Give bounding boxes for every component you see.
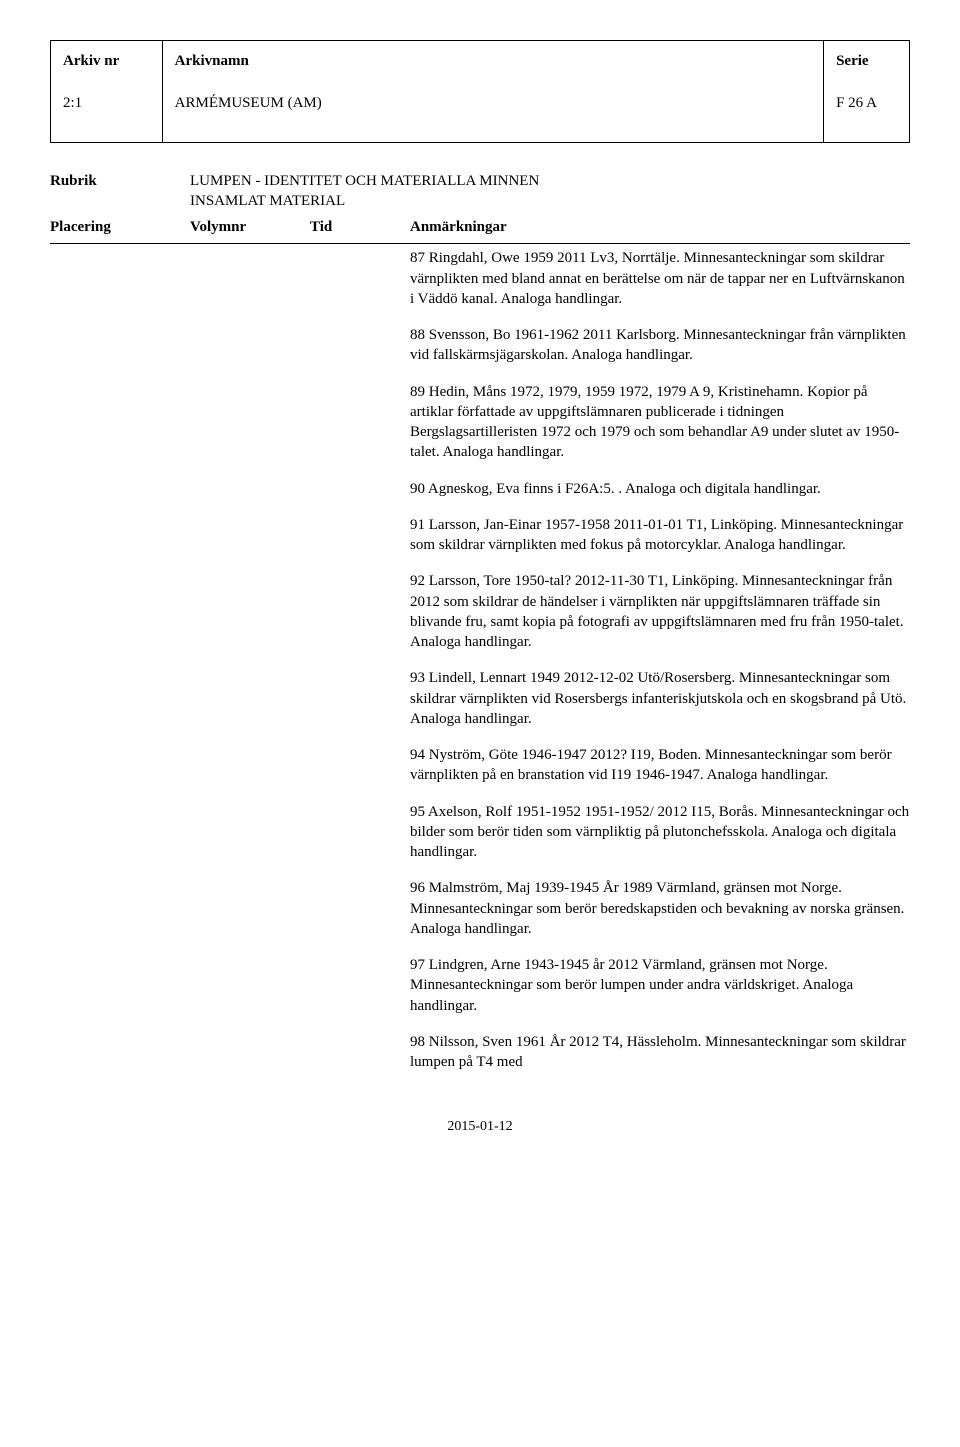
- content-wrap: 87 Ringdahl, Owe 1959 2011 Lv3, Norrtälj…: [50, 244, 910, 1088]
- entry-text: 91 Larsson, Jan-Einar 1957-1958 2011-01-…: [410, 515, 910, 556]
- serie-value: F 26 A: [836, 93, 897, 113]
- rubrik-value: LUMPEN - IDENTITET OCH MATERIALLA MINNEN…: [190, 171, 910, 212]
- entry-text: 96 Malmström, Maj 1939-1945 År 1989 Värm…: [410, 878, 910, 939]
- col-tid: Tid: [310, 217, 410, 237]
- entry: 89 Hedin, Måns 1972, 1979, 1959 1972, 19…: [410, 382, 910, 463]
- entry: 91 Larsson, Jan-Einar 1957-1958 2011-01-…: [410, 515, 910, 556]
- entry-text: 90 Agneskog, Eva finns i F26A:5. . Analo…: [410, 479, 910, 499]
- entry-text: 87 Ringdahl, Owe 1959 2011 Lv3, Norrtälj…: [410, 248, 910, 309]
- entry-text: 88 Svensson, Bo 1961-1962 2011 Karlsborg…: [410, 325, 910, 366]
- footer-date: 2015-01-12: [50, 1118, 910, 1137]
- entry-text: 93 Lindell, Lennart 1949 2012-12-02 Utö/…: [410, 668, 910, 729]
- entry: 93 Lindell, Lennart 1949 2012-12-02 Utö/…: [410, 668, 910, 729]
- content-left-spacer: [50, 244, 410, 1088]
- columns-header-row: Placering Volymnr Tid Anmärkningar: [50, 217, 910, 244]
- entry-text: 92 Larsson, Tore 1950-tal? 2012-11-30 T1…: [410, 571, 910, 652]
- entry-text: 98 Nilsson, Sven 1961 År 2012 T4, Hässle…: [410, 1032, 910, 1073]
- serie-label: Serie: [836, 51, 897, 71]
- arkivnamn-label: Arkivnamn: [175, 51, 811, 71]
- entry: 95 Axelson, Rolf 1951-1952 1951-1952/ 20…: [410, 802, 910, 863]
- header-cell-arkivnamn: Arkivnamn ARMÉMUSEUM (AM): [162, 41, 823, 143]
- header-table: Arkiv nr 2:1 Arkivnamn ARMÉMUSEUM (AM) S…: [50, 40, 910, 143]
- col-anmarkningar: Anmärkningar: [410, 217, 910, 237]
- col-placering: Placering: [50, 217, 190, 237]
- entry: 98 Nilsson, Sven 1961 År 2012 T4, Hässle…: [410, 1032, 910, 1073]
- entry-text: 94 Nyström, Göte 1946-1947 2012? I19, Bo…: [410, 745, 910, 786]
- entry: 90 Agneskog, Eva finns i F26A:5. . Analo…: [410, 479, 910, 499]
- entry: 88 Svensson, Bo 1961-1962 2011 Karlsborg…: [410, 325, 910, 366]
- entry: 96 Malmström, Maj 1939-1945 År 1989 Värm…: [410, 878, 910, 939]
- arkivnr-label: Arkiv nr: [63, 51, 150, 71]
- entry: 92 Larsson, Tore 1950-tal? 2012-11-30 T1…: [410, 571, 910, 652]
- entry-text: 95 Axelson, Rolf 1951-1952 1951-1952/ 20…: [410, 802, 910, 863]
- entry-text: 89 Hedin, Måns 1972, 1979, 1959 1972, 19…: [410, 382, 910, 463]
- rubrik-line2: INSAMLAT MATERIAL: [190, 193, 345, 209]
- header-cell-serie: Serie F 26 A: [824, 41, 910, 143]
- rubrik-label: Rubrik: [50, 171, 190, 212]
- entries-container: 87 Ringdahl, Owe 1959 2011 Lv3, Norrtälj…: [410, 244, 910, 1088]
- arkivnamn-value: ARMÉMUSEUM (AM): [175, 93, 811, 113]
- entry: 94 Nyström, Göte 1946-1947 2012? I19, Bo…: [410, 745, 910, 786]
- entry-text: 97 Lindgren, Arne 1943-1945 år 2012 Värm…: [410, 955, 910, 1016]
- col-volymnr: Volymnr: [190, 217, 310, 237]
- arkivnr-value: 2:1: [63, 93, 150, 113]
- rubrik-row: Rubrik LUMPEN - IDENTITET OCH MATERIALLA…: [50, 171, 910, 212]
- entry: 87 Ringdahl, Owe 1959 2011 Lv3, Norrtälj…: [410, 248, 910, 309]
- rubrik-line1: LUMPEN - IDENTITET OCH MATERIALLA MINNEN: [190, 173, 539, 189]
- entry: 97 Lindgren, Arne 1943-1945 år 2012 Värm…: [410, 955, 910, 1016]
- header-cell-arkivnr: Arkiv nr 2:1: [51, 41, 163, 143]
